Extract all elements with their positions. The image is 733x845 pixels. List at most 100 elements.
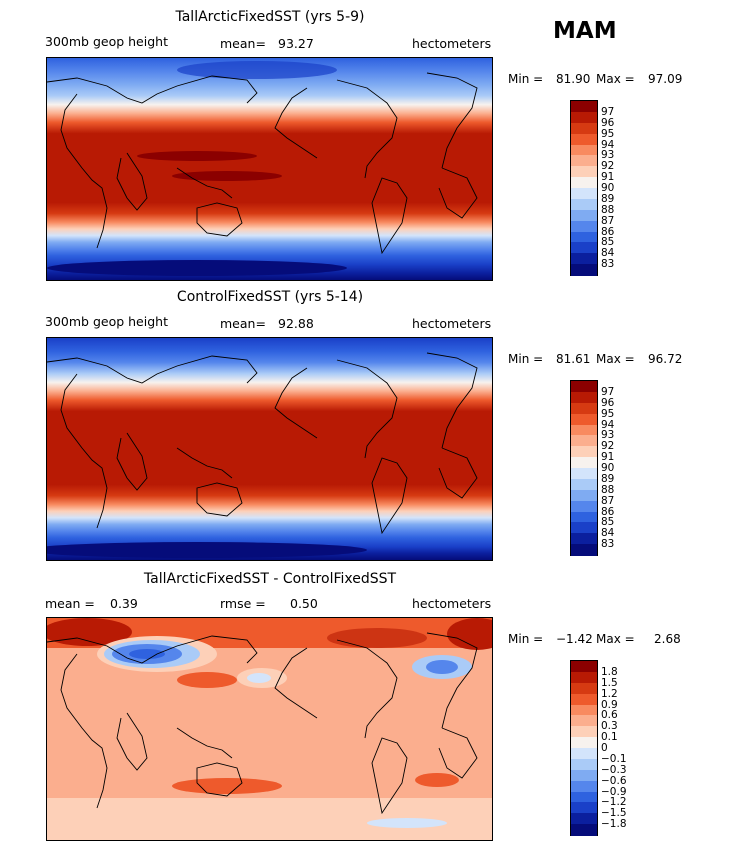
colorbar-label: 87 [601,494,615,507]
colorbar-swatch [571,446,597,458]
panel-2-variable-label: 300mb geop height [45,314,168,329]
colorbar-swatch [571,478,597,491]
colorbar-swatch [571,209,597,222]
panel-1-min-value: 81.90 [556,72,591,86]
season-label: MAM [553,18,617,44]
panel-3-colorbar: 1.8 1.5 1.2 0.9 0.6 0.3 0.1 0 −0.1 −0.3 −0.6 −0.9 −1… [570,660,627,836]
colorbar-swatch [571,726,597,738]
colorbar-swatch [571,264,597,276]
colorbar-label: 83 [601,258,615,271]
panel-3-max-value: 2.68 [654,632,681,646]
colorbar-label: 92 [601,440,615,453]
colorbar-label: 1.2 [601,687,618,700]
colorbar-swatch [571,671,597,684]
panel-3-rmse-label: rmse = [220,596,266,611]
colorbar-label: 0.3 [601,720,618,733]
colorbar-label: 96 [601,396,615,409]
colorbar-swatch [571,133,597,145]
colorbar-swatch [571,457,597,469]
colorbar-swatch [571,511,597,523]
panel-2-units: hectometers [412,316,492,331]
colorbar-label: 89 [601,192,615,205]
panel-1-coastlines [47,72,478,255]
colorbar-label: 0.9 [601,698,618,711]
panel-3-max-label: Max = [596,632,635,646]
colorbar-swatch [571,188,597,200]
colorbar-swatch [571,791,597,803]
colorbar-label: −0.3 [601,763,627,776]
colorbar-label: 1.5 [601,676,618,689]
panel-1-field [47,58,492,280]
colorbar-label: 95 [601,407,615,420]
colorbar-label: 84 [601,527,615,540]
colorbar-label: 93 [601,149,615,162]
colorbar-swatch [571,435,597,447]
colorbar-swatch [571,424,597,436]
colorbar-swatch [571,220,597,232]
panel-1-colorbar: 97 96 95 94 93 92 91 90 89 88 87 86 85 84 83 [570,100,614,276]
panel-2-min-label: Min = [508,352,544,366]
colorbar-swatch [571,198,597,211]
colorbar-label: −0.6 [601,774,627,787]
panel-2-min-value: 81.61 [556,352,591,366]
colorbar-label: 87 [601,214,615,227]
panel-2-coastlines [47,352,478,535]
colorbar-label: 96 [601,116,615,129]
panel-2-max-label: Max = [596,352,635,366]
panel-1-title: TallArcticFixedSST (yrs 5-9) [175,9,365,25]
colorbar-label: 91 [601,171,615,184]
panel-3-min-label: Min = [508,632,544,646]
colorbar-label: −0.1 [601,752,627,765]
colorbar-label: 84 [601,247,615,260]
colorbar-label: 0.6 [601,709,618,722]
panel-2-mean-value: 92.88 [278,316,314,331]
panel-3-title: TallArcticFixedSST - ControlFixedSST [143,571,397,587]
colorbar-label: 94 [601,418,615,431]
colorbar-label: 83 [601,538,615,551]
colorbar-swatch [571,413,597,425]
colorbar-swatch [571,253,597,265]
colorbar-label: 88 [601,203,615,216]
colorbar-label: −1.2 [601,796,627,809]
colorbar-label: 97 [601,105,615,118]
panel-1-units: hectometers [412,36,492,51]
colorbar-label: 86 [601,505,615,518]
panel-1-max-value: 97.09 [648,72,683,86]
colorbar-swatch [571,381,597,393]
panel-1-min-label: Min = [508,72,544,86]
panel-3-mean-value: 0.39 [110,596,138,611]
colorbar-label: 85 [601,236,615,249]
panel-1-map [46,57,493,281]
colorbar-swatch [571,661,597,673]
panel-3-units: hectometers [412,596,492,611]
colorbar-swatch [571,177,597,189]
panel-2-max-value: 96.72 [648,352,683,366]
colorbar-swatch [571,500,597,512]
colorbar-swatch [571,155,597,167]
colorbar-label: 86 [601,225,615,238]
colorbar-label: 0 [601,742,608,754]
colorbar-swatch [571,758,597,771]
colorbar-label: 91 [601,451,615,464]
panel-3-map [46,617,493,841]
panel-2-mean-label: mean= [220,316,266,331]
colorbar-label: 1.8 [601,665,618,678]
colorbar-label: −1.8 [601,818,627,831]
panel-1-max-label: Max = [596,72,635,86]
colorbar-swatch [571,391,597,404]
colorbar-swatch [571,544,597,556]
colorbar-swatch [571,166,597,178]
panel-1-mean-value: 93.27 [278,36,314,51]
panel-2-field [47,338,492,560]
colorbar-swatch [571,715,597,727]
colorbar-swatch [571,704,597,716]
colorbar-label: 92 [601,160,615,173]
colorbar-swatch [571,489,597,502]
colorbar-swatch [571,231,597,243]
colorbar-swatch [571,402,597,415]
panel-1-variable-label: 300mb geop height [45,34,168,49]
colorbar-swatch [571,682,597,695]
colorbar-label: 89 [601,472,615,485]
colorbar-swatch [571,101,597,113]
panel-3-coastlines [47,632,478,815]
